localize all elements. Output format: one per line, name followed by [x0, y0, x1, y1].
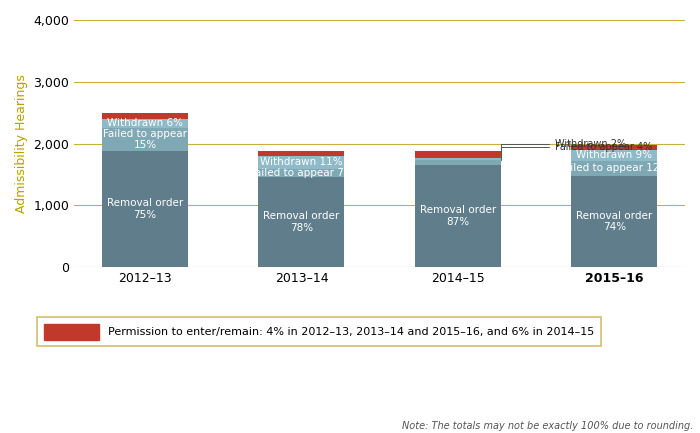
- Text: Failed to appear 7%: Failed to appear 7%: [250, 168, 354, 178]
- Y-axis label: Admissibility Hearings: Admissibility Hearings: [15, 74, 28, 213]
- Text: Withdrawn 9%: Withdrawn 9%: [576, 150, 652, 160]
- Bar: [258, 177, 344, 267]
- Bar: [102, 113, 188, 119]
- Bar: [258, 151, 344, 156]
- Text: Removal order
74%: Removal order 74%: [576, 210, 652, 232]
- Text: Removal order
87%: Removal order 87%: [420, 205, 496, 227]
- Text: Failed to appear 4%: Failed to appear 4%: [500, 142, 652, 160]
- Text: Withdrawn 2%: Withdrawn 2%: [500, 139, 626, 156]
- Bar: [415, 160, 500, 165]
- Text: Note: The totals may not be exactly 100% due to rounding.: Note: The totals may not be exactly 100%…: [402, 421, 693, 431]
- Text: Withdrawn 11%: Withdrawn 11%: [260, 157, 343, 167]
- Bar: [415, 165, 500, 267]
- Bar: [258, 168, 344, 177]
- Text: Removal order
78%: Removal order 78%: [263, 211, 340, 233]
- Bar: [102, 119, 188, 128]
- Bar: [415, 151, 500, 158]
- Bar: [571, 176, 657, 267]
- Bar: [571, 145, 657, 150]
- Bar: [415, 158, 500, 160]
- Bar: [102, 128, 188, 151]
- Text: Withdrawn 6%: Withdrawn 6%: [107, 119, 183, 129]
- Text: Removal order
75%: Removal order 75%: [107, 198, 183, 220]
- Text: Failed to appear 12%: Failed to appear 12%: [559, 163, 669, 173]
- Bar: [258, 156, 344, 168]
- Legend: Permission to enter/remain: 4% in 2012–13, 2013–14 and 2015–16, and 6% in 2014–1: Permission to enter/remain: 4% in 2012–1…: [37, 317, 601, 346]
- Bar: [571, 161, 657, 176]
- Bar: [102, 151, 188, 267]
- Bar: [571, 150, 657, 161]
- Text: Failed to appear
15%: Failed to appear 15%: [103, 129, 187, 151]
